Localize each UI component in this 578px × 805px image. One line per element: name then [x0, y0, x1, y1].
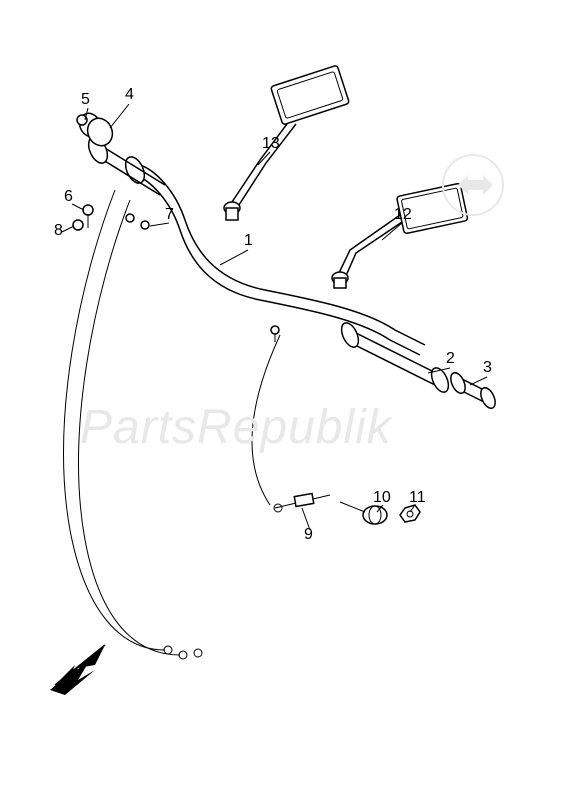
direction-arrow	[50, 645, 105, 695]
parts-diagram-svg	[0, 0, 578, 800]
callout-11: 11	[409, 489, 426, 507]
part-mirror-left	[224, 65, 349, 220]
part-grip-end-left	[76, 110, 117, 150]
part-bolts-left	[73, 205, 149, 230]
callout-6: 6	[64, 188, 73, 206]
part-cable-ends	[274, 494, 420, 524]
callout-8: 8	[54, 222, 63, 240]
part-mirror-right	[332, 183, 468, 288]
callout-2: 2	[446, 350, 455, 368]
callout-10: 10	[373, 489, 391, 507]
part-grip-right	[338, 320, 498, 410]
callout-1: 1	[244, 232, 253, 250]
part-cables	[64, 190, 280, 659]
callout-4: 4	[125, 86, 134, 104]
callout-12: 12	[394, 206, 412, 224]
diagram-container: PartsRepublik	[0, 0, 578, 800]
callout-9: 9	[304, 526, 313, 544]
callout-5: 5	[81, 91, 90, 109]
callout-13: 13	[262, 135, 280, 153]
callout-3: 3	[483, 359, 492, 377]
callout-7: 7	[165, 206, 174, 224]
